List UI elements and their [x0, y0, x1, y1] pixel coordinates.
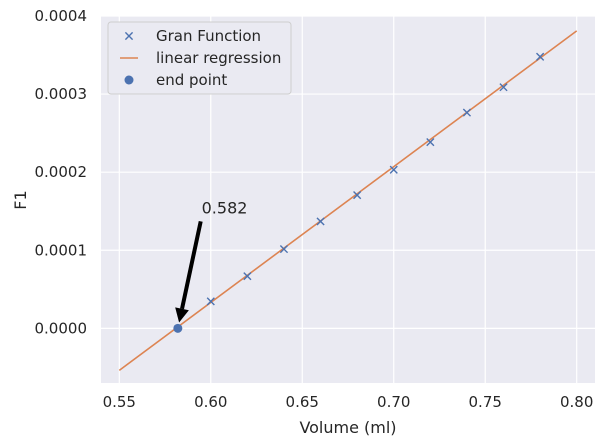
- gran-function-point: [353, 191, 362, 200]
- y-tick-label: 0.0003: [35, 85, 88, 103]
- legend-label: end point: [156, 71, 227, 89]
- x-tick-label: 0.75: [469, 393, 502, 411]
- legend-label: linear regression: [156, 49, 281, 67]
- annotation-arrow-shaft: [180, 220, 203, 310]
- x-tick-label: 0.60: [194, 393, 227, 411]
- legend-label: Gran Function: [156, 27, 261, 45]
- regression-line-layer: [118, 30, 578, 371]
- regression-line: [118, 30, 578, 371]
- gran-function-point: [206, 297, 215, 306]
- legend-box: [107, 21, 292, 95]
- x-tick-label: 0.70: [377, 393, 410, 411]
- x-tick-label: 0.65: [286, 393, 319, 411]
- gran-function-point: [243, 272, 252, 281]
- gran-function-point: [316, 217, 325, 226]
- gran-function-point: [536, 52, 545, 61]
- gran-function-point: [499, 83, 508, 92]
- y-tick-label: 0.0000: [35, 319, 88, 337]
- x-ticks: 0.55 0.60 0.65 0.70 0.75 0.80: [103, 393, 594, 411]
- gran-function-point: [389, 165, 398, 174]
- legend-key-dot-marker: [124, 75, 134, 85]
- end-point-marker: [173, 323, 183, 333]
- annotation-label: 0.582: [202, 198, 248, 217]
- annotation-layer: 0.582: [175, 198, 248, 323]
- gran-function-point: [279, 244, 289, 254]
- y-ticks: 0.0000 0.0001 0.0002 0.0003 0.0004: [35, 7, 88, 337]
- y-tick-label: 0.0002: [35, 163, 88, 181]
- y-axis-label: F1: [11, 190, 30, 209]
- gran-function-point: [426, 138, 435, 147]
- y-tick-label: 0.0001: [35, 241, 88, 259]
- y-tick-label: 0.0004: [35, 7, 88, 25]
- legend: Gran Function linear regression end point: [107, 21, 292, 95]
- annotation-arrow-head: [175, 307, 189, 323]
- x-axis-label: Volume (ml): [299, 418, 396, 437]
- markers-layer: [173, 52, 545, 333]
- x-tick-label: 0.80: [560, 393, 593, 411]
- legend-key-x-marker: [124, 31, 134, 41]
- x-tick-label: 0.55: [103, 393, 136, 411]
- gran-function-point: [462, 108, 472, 117]
- grid: [101, 15, 595, 383]
